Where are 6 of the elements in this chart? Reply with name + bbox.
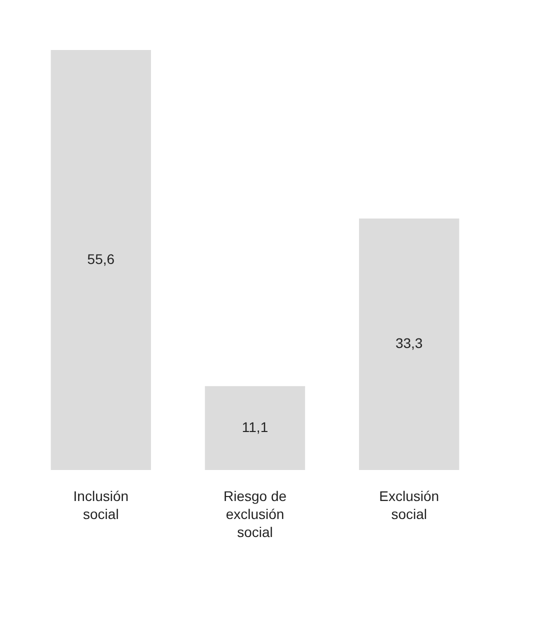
x-tick-label: Inclusión social	[73, 488, 129, 522]
x-tick-label: Exclusión social	[379, 488, 440, 522]
x-tick-label: Riesgo de exclusión social	[223, 488, 287, 540]
data-label: 11,1	[242, 419, 268, 436]
data-label: 33,3	[395, 335, 423, 352]
data-label: 55,6	[87, 251, 115, 267]
